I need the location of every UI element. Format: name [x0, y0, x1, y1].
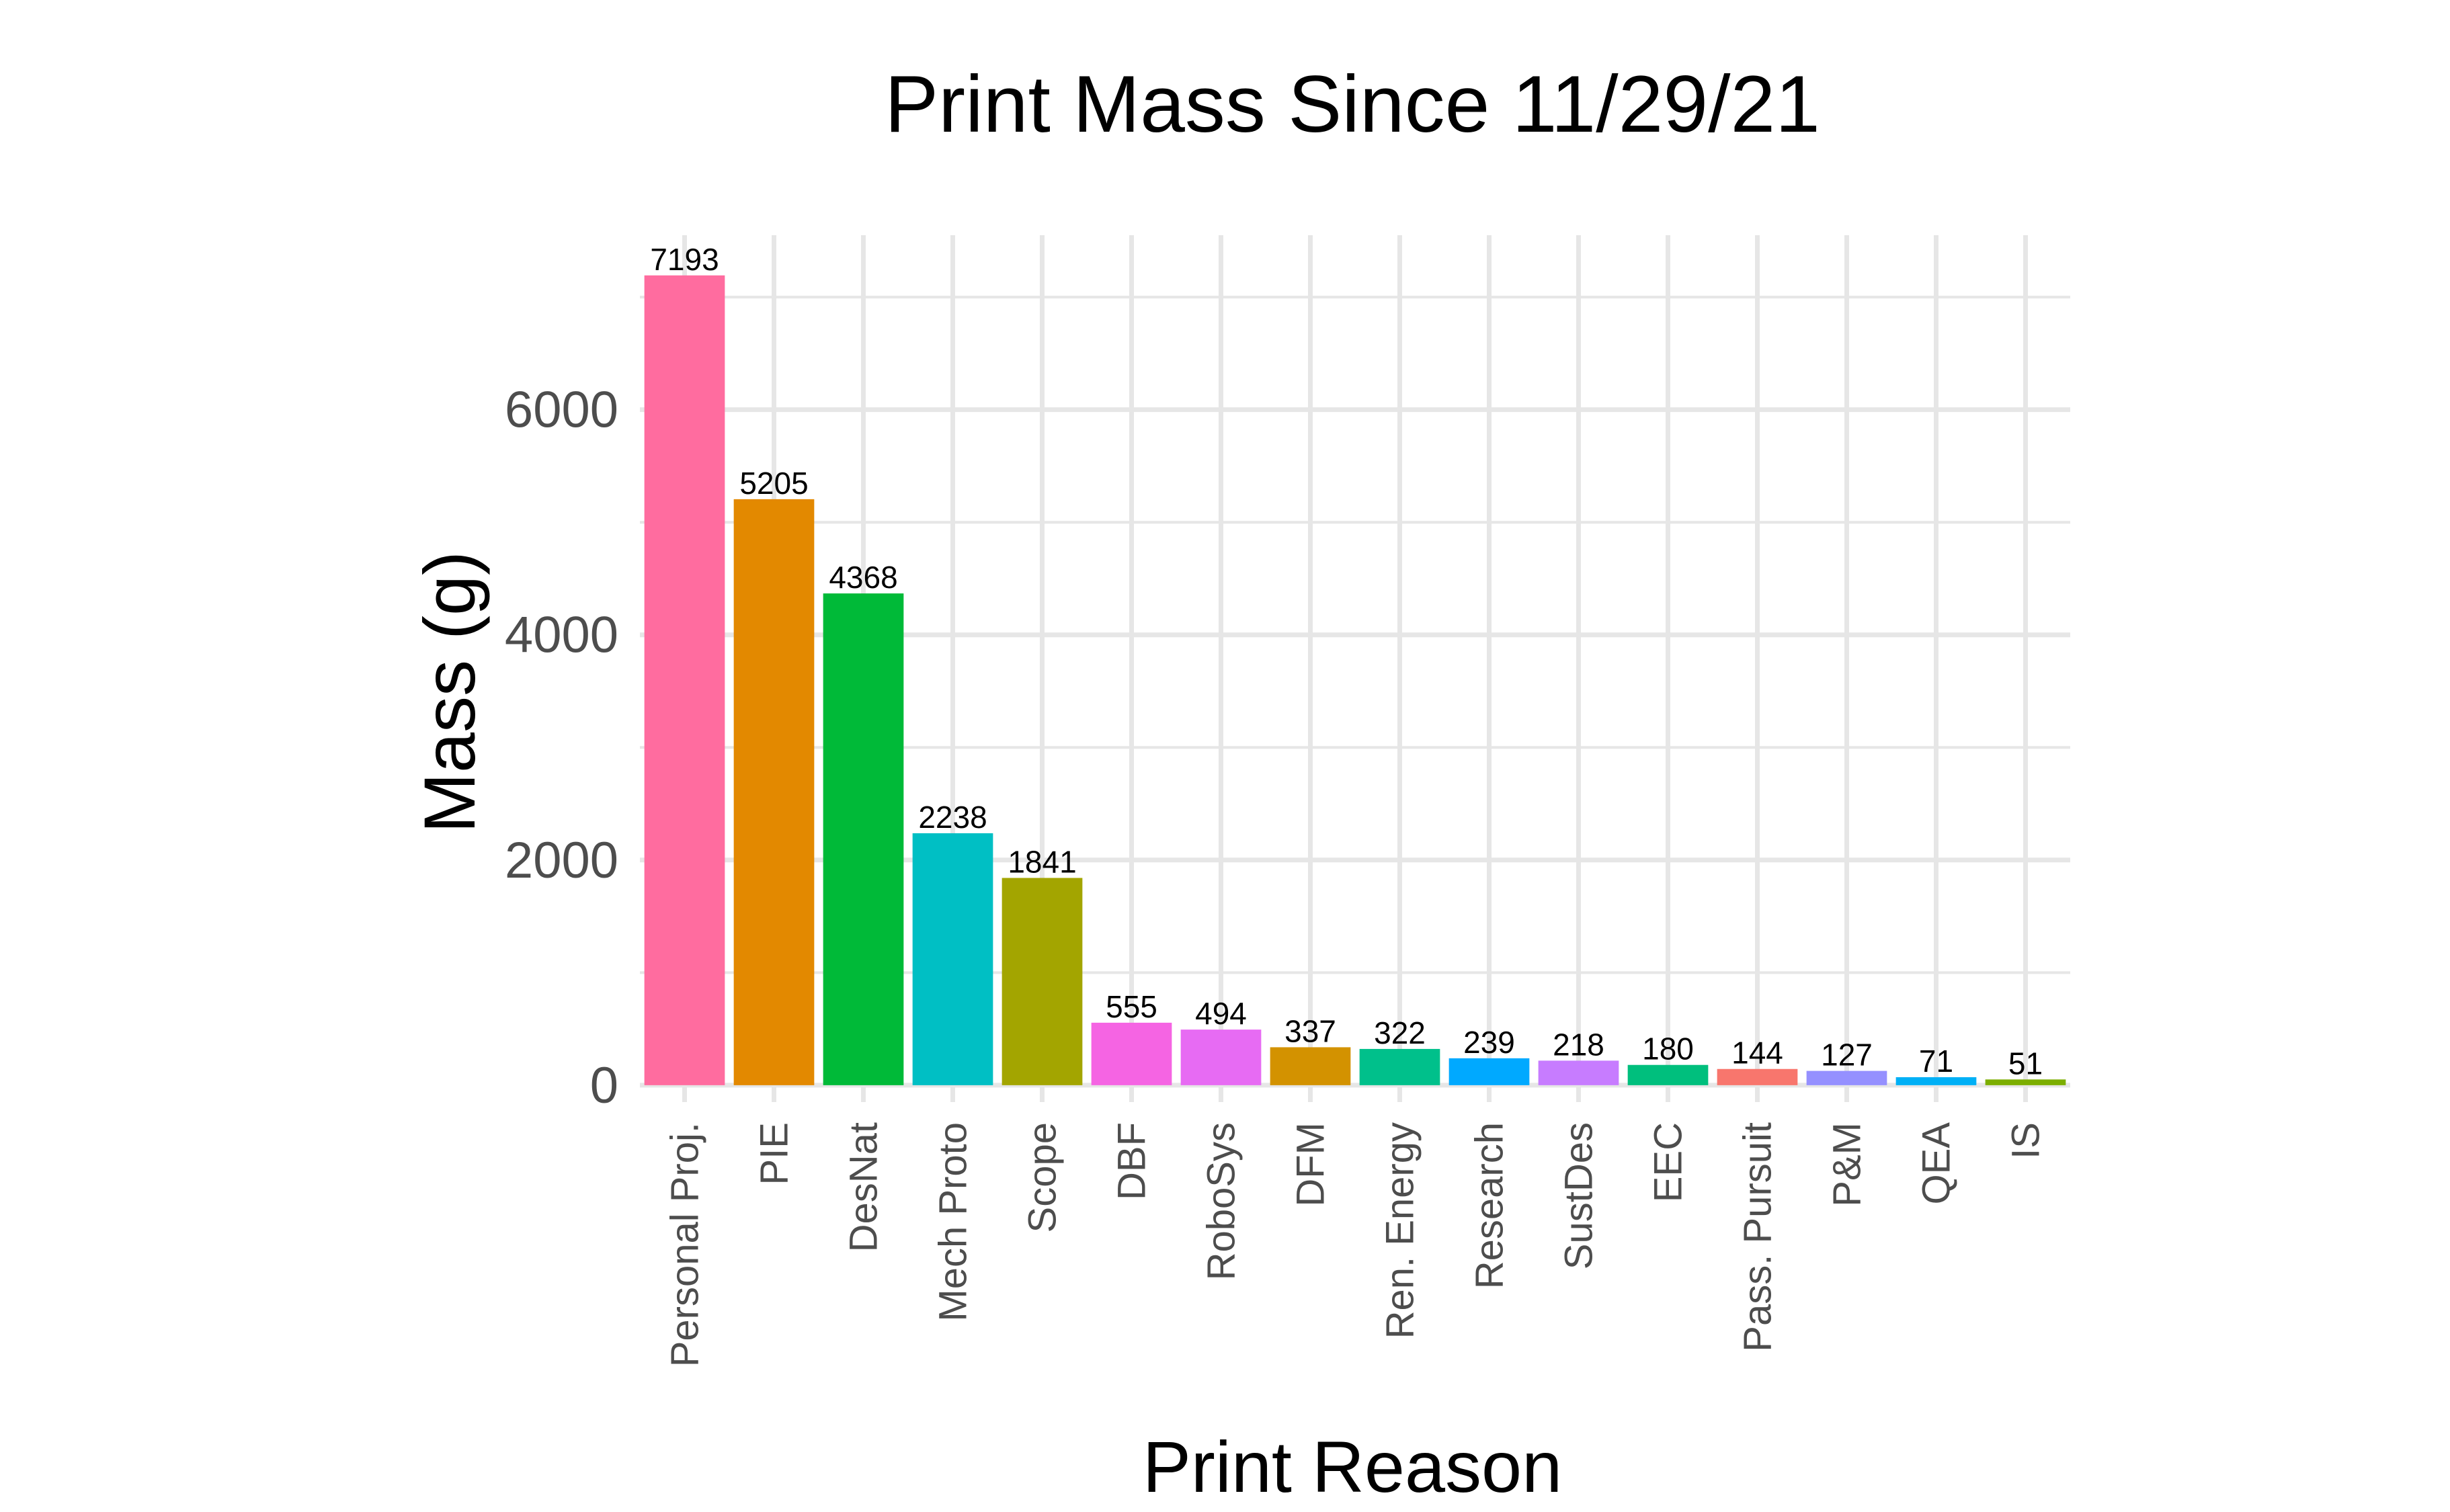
bar — [1270, 1047, 1351, 1085]
y-axis-title: Mass (g) — [409, 551, 490, 833]
y-tick-label: 0 — [590, 1057, 618, 1114]
bar — [1002, 878, 1083, 1085]
bar-value-label: 555 — [1106, 989, 1157, 1024]
bar-value-label: 322 — [1374, 1015, 1426, 1050]
y-tick-label: 2000 — [505, 832, 618, 889]
bar — [1717, 1068, 1798, 1085]
bar — [1359, 1048, 1440, 1085]
x-tick-label: Research — [1468, 1122, 1512, 1289]
x-axis-title: Print Reason — [1143, 1426, 1562, 1507]
x-tick-label: Mech Proto — [932, 1122, 975, 1322]
bar-value-label: 2238 — [918, 800, 987, 835]
bar — [733, 499, 815, 1085]
x-tick-label: RoboSys — [1200, 1122, 1243, 1280]
bar — [1985, 1079, 2066, 1085]
bar-value-label: 71 — [1919, 1044, 1953, 1079]
chart-title: Print Mass Since 11/29/21 — [885, 59, 1820, 149]
bar — [1627, 1064, 1709, 1085]
x-tick-label: IS — [2004, 1122, 2048, 1159]
bar-value-label: 337 — [1284, 1013, 1336, 1048]
bar — [1180, 1030, 1262, 1085]
x-tick-label: DFM — [1289, 1122, 1333, 1207]
y-tick-label: 4000 — [505, 607, 618, 664]
bar-value-label: 4368 — [829, 560, 897, 595]
bar-value-label: 7193 — [650, 242, 719, 277]
x-tick-label: Ren. Energy — [1379, 1122, 1422, 1339]
y-axis-tick-labels: 0 2000 4000 6000 — [505, 382, 618, 1114]
bar-value-label: 144 — [1731, 1036, 1783, 1070]
x-tick-label: Personal Proj. — [663, 1122, 707, 1367]
bar — [1895, 1077, 1977, 1085]
x-tick-label: QEA — [1915, 1122, 1959, 1205]
bars — [644, 275, 2066, 1085]
x-tick-label: DBF — [1110, 1122, 1154, 1200]
y-tick-label: 6000 — [505, 382, 618, 439]
bar — [1806, 1070, 1887, 1085]
x-tick-label: DesNat — [842, 1122, 886, 1252]
x-tick-label: P&M — [1826, 1122, 1869, 1207]
x-tick-label: PIE — [753, 1122, 797, 1185]
bar-value-label: 180 — [1642, 1032, 1694, 1066]
data-labels: 7193 5205 4368 2238 1841 555 494 337 322 239 218 18… — [650, 242, 2043, 1081]
bar — [1448, 1058, 1530, 1085]
bar — [1091, 1022, 1172, 1085]
bar-value-label: 239 — [1463, 1025, 1515, 1060]
x-tick-label: Scope — [1021, 1122, 1065, 1232]
bar-value-label: 494 — [1195, 996, 1247, 1031]
x-tick-label: EEC — [1647, 1122, 1690, 1202]
x-tick-label: Pass. Pursuit — [1736, 1122, 1780, 1352]
x-axis-tick-labels: Personal Proj. PIE DesNat Mech Proto Scope DB… — [663, 1122, 2048, 1368]
bar — [644, 275, 725, 1085]
bar-value-label: 127 — [1821, 1038, 1873, 1073]
bar — [912, 833, 993, 1085]
bar-value-label: 5205 — [739, 466, 808, 501]
bar-value-label: 51 — [2008, 1046, 2043, 1081]
bar — [823, 593, 904, 1085]
bar-value-label: 218 — [1553, 1027, 1604, 1062]
grid — [640, 235, 2070, 1102]
x-tick-label: SustDes — [1557, 1122, 1601, 1269]
bar — [1538, 1060, 1619, 1085]
bar-value-label: 1841 — [1008, 844, 1076, 879]
